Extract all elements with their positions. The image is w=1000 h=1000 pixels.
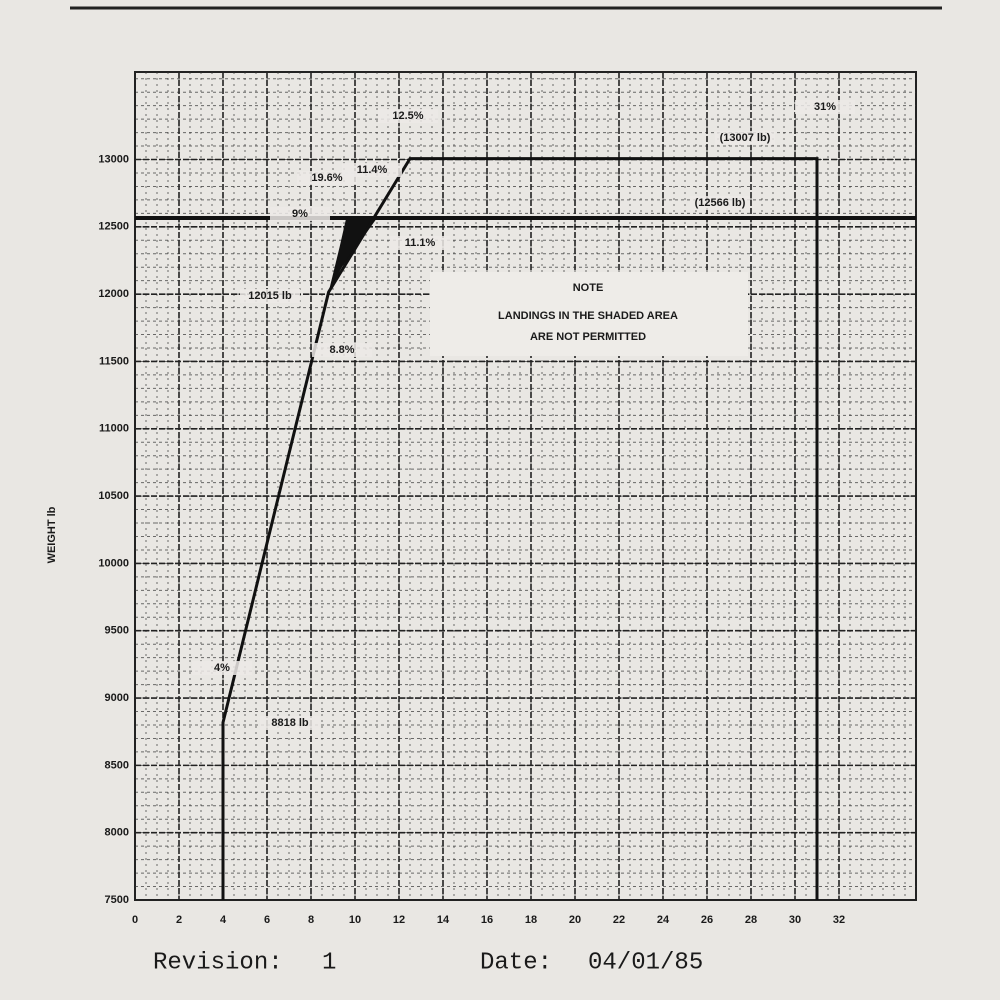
note-line: LANDINGS IN THE SHADED AREA: [498, 310, 678, 322]
y-tick-label: 12000: [98, 288, 129, 300]
y-tick-label: 9500: [105, 625, 129, 637]
x-tick-label: 18: [525, 914, 537, 926]
annotation: 4%: [214, 662, 230, 674]
y-tick-label: 11000: [99, 423, 129, 435]
y-tick-label: 8500: [105, 759, 129, 771]
x-tick-label: 20: [569, 914, 581, 926]
x-tick-label: 26: [701, 914, 713, 926]
annotation: 8818 lb: [271, 717, 309, 729]
annotation-bg: [192, 661, 252, 675]
note-line: ARE NOT PERMITTED: [530, 331, 646, 343]
x-tick-label: 32: [833, 914, 845, 926]
note-box: [430, 272, 748, 356]
revision-label: Revision:: [153, 949, 283, 976]
y-tick-label: 13000: [98, 153, 129, 165]
annotation-bg: [260, 716, 320, 730]
plot: 0 2 4 6 8 10 12 14 16 18 20 22 24 26 28 30 3275008000850…: [98, 71, 917, 926]
annotation-bg: [240, 289, 300, 303]
annotation-bg: [795, 100, 855, 114]
x-tick-label: 30: [789, 914, 801, 926]
x-tick-label: 8: [308, 914, 314, 926]
y-tick-label: 11500: [99, 355, 129, 367]
x-tick-label: 10: [349, 914, 361, 926]
x-tick-label: 24: [657, 914, 670, 926]
annotation: (13007 lb): [720, 132, 771, 144]
annotation: 31%: [814, 101, 836, 113]
annotation: 19.6%: [311, 172, 342, 184]
x-tick-label: 4: [220, 914, 227, 926]
y-tick-label: 7500: [105, 894, 129, 906]
annotation-bg: [270, 207, 330, 221]
shaded-area: [328, 217, 377, 293]
y-axis-label: WEIGHT lb: [46, 506, 58, 563]
x-tick-label: 22: [613, 914, 625, 926]
annotation-bg: [715, 131, 775, 145]
envelope-line: [221, 157, 819, 900]
date-label: Date:: [480, 949, 552, 976]
x-tick-label: 12: [393, 914, 405, 926]
y-tick-label: 9000: [105, 692, 129, 704]
annotation: 12.5%: [392, 110, 423, 122]
x-tick-label: 0: [132, 914, 138, 926]
x-tick-label: 16: [481, 914, 493, 926]
annotation-bg: [378, 109, 438, 123]
annotation: 9%: [292, 208, 308, 220]
y-tick-label: 8000: [105, 827, 129, 839]
y-tick-label: 10000: [98, 557, 129, 569]
annotation: 11.1%: [405, 237, 436, 249]
annotation-bg: [312, 343, 372, 357]
annotation-bg: [690, 196, 750, 210]
y-tick-label: 10500: [98, 490, 129, 502]
note-title: NOTE: [573, 282, 604, 294]
annotation-bg: [342, 163, 402, 177]
y-tick-label: 12500: [98, 221, 129, 233]
annotation: 12015 lb: [248, 290, 292, 302]
x-tick-label: 14: [437, 914, 450, 926]
x-tick-label: 28: [745, 914, 757, 926]
annotation: (12566 lb): [695, 197, 746, 209]
annotation: 11.4%: [357, 164, 388, 176]
date: 04/01/85: [588, 949, 703, 976]
annotation-bg: [390, 236, 450, 250]
x-tick-label: 2: [176, 914, 182, 926]
x-tick-label: 6: [264, 914, 270, 926]
annotation: 8.8%: [329, 344, 354, 356]
revision: 1: [322, 949, 336, 976]
